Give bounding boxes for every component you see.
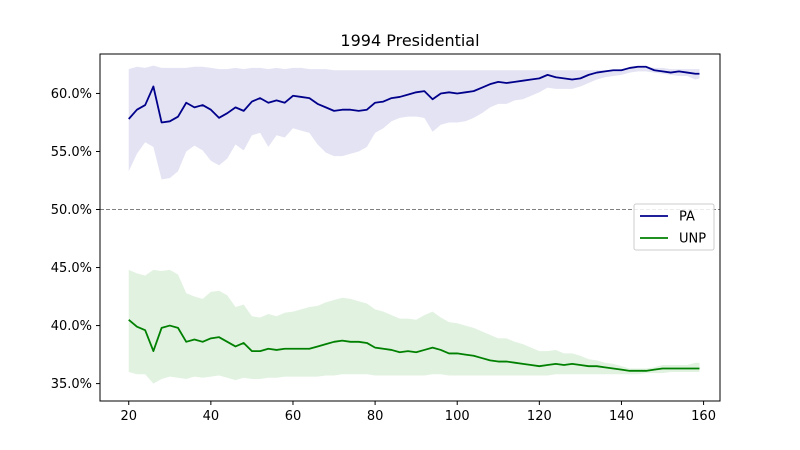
x-tick-label: 40 (203, 409, 220, 424)
x-tick-label: 60 (285, 409, 302, 424)
x-tick-label: 120 (527, 409, 552, 424)
legend-label-unp: UNP (679, 232, 706, 247)
x-tick-label: 100 (445, 409, 470, 424)
y-tick-label: 55.0% (51, 145, 92, 160)
unp-line (128, 319, 700, 372)
x-tick-label: 80 (367, 409, 384, 424)
axes: 20 40 60 80 100 120 140 160 35.0% 40.0% 45.0% 50.0%… (51, 53, 721, 424)
chart-title: 1994 Presidential (340, 31, 479, 50)
y-tick-label: 40.0% (51, 319, 92, 334)
y-tick-label: 35.0% (51, 377, 92, 392)
pa-band (128, 65, 700, 180)
x-tick-label: 20 (120, 409, 137, 424)
series-lines (128, 65, 700, 372)
y-tick-label: 60.0% (51, 87, 92, 102)
x-tick-label: 160 (691, 409, 716, 424)
legend: PA UNP (633, 203, 715, 251)
x-tick-label: 140 (609, 409, 634, 424)
pa-line (128, 65, 700, 124)
y-tick-label: 50.0% (51, 203, 92, 218)
unp-band (128, 269, 700, 384)
legend-label-pa: PA (679, 210, 695, 225)
confidence-bands (128, 65, 700, 384)
y-tick-label: 45.0% (51, 261, 92, 276)
plot-frame (99, 53, 721, 402)
